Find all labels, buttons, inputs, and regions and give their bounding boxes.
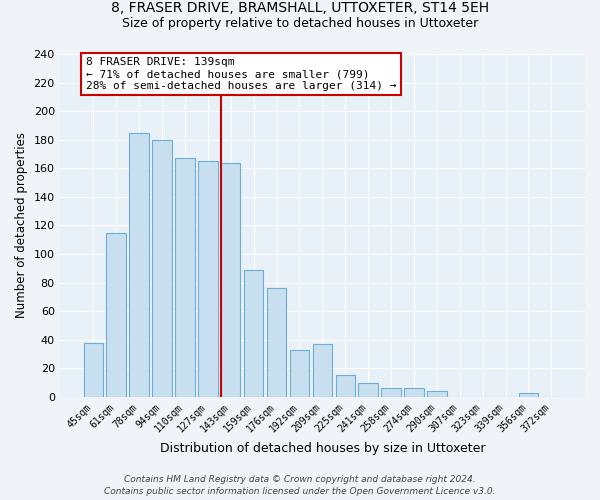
Bar <box>83 342 103 397</box>
Bar <box>519 392 538 397</box>
Bar <box>358 382 378 397</box>
Bar <box>290 350 309 397</box>
Text: 8 FRASER DRIVE: 139sqm
← 71% of detached houses are smaller (799)
28% of semi-de: 8 FRASER DRIVE: 139sqm ← 71% of detached… <box>86 58 397 90</box>
Text: Contains HM Land Registry data © Crown copyright and database right 2024.
Contai: Contains HM Land Registry data © Crown c… <box>104 474 496 496</box>
Bar <box>130 132 149 397</box>
Bar <box>244 270 263 397</box>
Bar <box>267 288 286 397</box>
Text: 8, FRASER DRIVE, BRAMSHALL, UTTOXETER, ST14 5EH: 8, FRASER DRIVE, BRAMSHALL, UTTOXETER, S… <box>111 2 489 16</box>
Text: Size of property relative to detached houses in Uttoxeter: Size of property relative to detached ho… <box>122 18 478 30</box>
Y-axis label: Number of detached properties: Number of detached properties <box>15 132 28 318</box>
X-axis label: Distribution of detached houses by size in Uttoxeter: Distribution of detached houses by size … <box>160 442 485 455</box>
Bar <box>106 232 126 397</box>
Bar <box>382 388 401 397</box>
Bar <box>404 388 424 397</box>
Bar <box>221 162 241 397</box>
Bar <box>152 140 172 397</box>
Bar <box>427 391 446 397</box>
Bar <box>335 376 355 397</box>
Bar <box>198 161 218 397</box>
Bar <box>313 344 332 397</box>
Bar <box>175 158 194 397</box>
